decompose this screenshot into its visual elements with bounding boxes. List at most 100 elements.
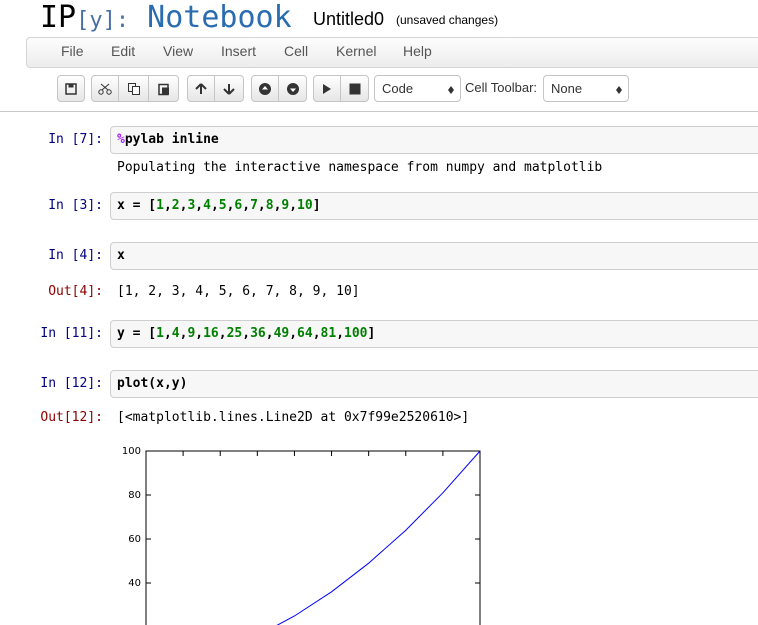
plot-frame [145, 450, 481, 625]
output-prompt: Out[4]: [48, 284, 103, 299]
code-token: y = [ [117, 326, 157, 341]
menu-item[interactable]: Edit [111, 43, 136, 59]
code-token: plot(x,y) [117, 376, 188, 391]
y-tick-label: 80 [128, 490, 141, 501]
y-tick-label: 40 [128, 578, 141, 589]
move-down-button[interactable] [214, 75, 244, 102]
input-prompt: In [3]: [48, 198, 103, 213]
code-token: 1 [156, 198, 164, 213]
input-area[interactable] [110, 320, 758, 348]
code-token: 5 [218, 198, 227, 213]
code-token: 6 [234, 198, 243, 213]
output: Populating the interactive namespace fro… [117, 160, 603, 175]
code-token: , [265, 326, 274, 341]
cell-toolbar-label: Cell Toolbar: [465, 80, 538, 95]
menu-item[interactable]: Insert [221, 43, 257, 59]
save-status: (unsaved changes) [396, 13, 499, 27]
code-token: , [242, 326, 251, 341]
menu-item[interactable]: Help [403, 43, 432, 59]
y-tick-label: 60 [128, 534, 141, 545]
code-token: 9 [281, 198, 290, 213]
code-token: , [179, 198, 188, 213]
code-token: 49 [273, 326, 290, 341]
input-area[interactable] [110, 370, 758, 398]
menu-item[interactable]: File [61, 43, 84, 59]
code-token: , [195, 198, 204, 213]
input-prompt: In [4]: [48, 248, 103, 263]
move-up-button[interactable] [187, 75, 215, 102]
insert-below-button[interactable] [278, 75, 307, 102]
output: [1, 2, 3, 4, 5, 6, 7, 8, 9, 10] [117, 284, 360, 299]
code-token: , [210, 198, 219, 213]
code-token: , [257, 198, 266, 213]
copy-button[interactable] [118, 75, 149, 102]
menu-item[interactable]: Kernel [336, 43, 377, 59]
code: %pylab inline [117, 132, 219, 147]
logo: IP[y]: Notebook [40, 0, 292, 35]
code-token: ] [312, 198, 321, 213]
code-token: 36 [250, 326, 266, 341]
code-token: 9 [187, 326, 196, 341]
code-token: , [195, 326, 204, 341]
code-token: 81 [320, 326, 337, 341]
interrupt-button[interactable] [340, 75, 369, 102]
code-token: 1 [156, 326, 164, 341]
code-token: 4 [203, 198, 211, 213]
code-token: , [289, 198, 298, 213]
input-prompt: In [7]: [48, 132, 103, 147]
input-area[interactable] [110, 192, 758, 220]
cell-toolbar-select[interactable]: None [543, 75, 629, 102]
output: [<matplotlib.lines.Line2D at 0x7f99e2520… [117, 410, 470, 425]
code-token: % [117, 132, 125, 147]
code-token: , [226, 198, 235, 213]
code-token: pylab inline [124, 132, 219, 147]
code-token: 3 [187, 198, 196, 213]
code-token: , [312, 326, 321, 341]
code-token: 4 [171, 326, 180, 341]
code-token: , [273, 198, 282, 213]
code-token: 64 [297, 326, 313, 341]
logo-notebook: Notebook [147, 0, 292, 35]
output-prompt: Out[12]: [40, 410, 103, 425]
code: y = [1,4,9,16,25,36,49,64,81,100] [117, 326, 375, 341]
code-token: 7 [250, 198, 258, 213]
code-token: , [289, 326, 298, 341]
input-area[interactable] [110, 126, 758, 154]
notebook-name[interactable]: Untitled0 [313, 9, 385, 29]
code: x = [1,2,3,4,5,6,7,8,9,10] [117, 198, 321, 213]
code-token: 16 [203, 326, 219, 341]
cut-button[interactable] [91, 75, 119, 102]
logo-ip: IP [40, 0, 77, 35]
y-tick-label: 100 [122, 446, 141, 457]
insert-above-button[interactable] [251, 75, 279, 102]
code-token: x = [ [117, 198, 157, 213]
code-token: , [242, 198, 251, 213]
code-token: 25 [226, 326, 243, 341]
code-token: , [163, 198, 172, 213]
code-token: , [179, 326, 188, 341]
logo-y: [y]: [76, 8, 130, 33]
save-button[interactable] [57, 75, 85, 102]
code-token: 2 [171, 198, 180, 213]
code-token: , [218, 326, 227, 341]
input-prompt: In [12]: [40, 376, 103, 391]
code: x [117, 248, 125, 263]
plot-line [276, 450, 481, 625]
menu-item[interactable]: View [163, 43, 194, 59]
menu-bar [26, 37, 758, 68]
cell-type-select[interactable]: Code [374, 75, 461, 102]
code: plot(x,y) [117, 376, 187, 391]
code-token: 8 [265, 198, 274, 213]
menu-item[interactable]: Cell [284, 43, 309, 59]
code-token: x [117, 248, 125, 263]
input-prompt: In [11]: [40, 326, 103, 341]
input-area[interactable] [110, 242, 758, 270]
code-token: ] [367, 326, 376, 341]
header-divider [0, 111, 758, 112]
code-token: , [163, 326, 172, 341]
code-token: 100 [344, 326, 368, 341]
paste-button[interactable] [148, 75, 179, 102]
code-token: 10 [297, 198, 313, 213]
